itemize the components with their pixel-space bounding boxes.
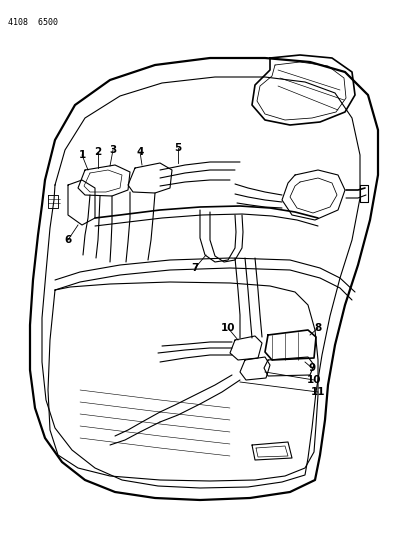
Text: 3: 3 (109, 145, 117, 155)
Text: 10: 10 (221, 323, 235, 333)
Text: 6: 6 (64, 235, 72, 245)
Text: 9: 9 (308, 363, 315, 373)
Text: 10: 10 (307, 375, 321, 385)
Text: 1: 1 (78, 150, 86, 160)
Text: 7: 7 (191, 263, 199, 273)
Text: 2: 2 (94, 147, 102, 157)
Text: 8: 8 (315, 323, 322, 333)
Text: 4108  6500: 4108 6500 (8, 18, 58, 27)
Text: 5: 5 (174, 143, 182, 153)
Text: 11: 11 (311, 387, 325, 397)
Text: 4: 4 (136, 147, 144, 157)
